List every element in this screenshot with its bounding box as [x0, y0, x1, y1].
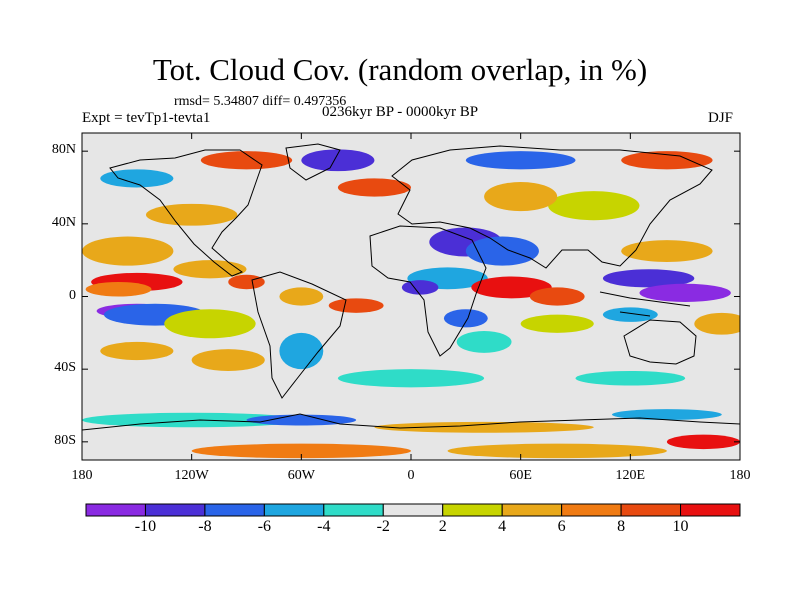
anomaly-region: [279, 287, 324, 306]
anomaly-region: [173, 260, 247, 279]
anomaly-region: [602, 307, 658, 322]
coastline-indonesia: [599, 291, 691, 317]
coastline-australia: [623, 319, 697, 365]
anomaly-region: [279, 332, 324, 370]
anomaly-region: [328, 298, 384, 313]
lon-tick-label: 120E: [615, 468, 646, 483]
anomaly-region: [337, 178, 412, 197]
colorbar-swatch: [263, 503, 325, 517]
colorbar-swatch: [144, 503, 206, 517]
anomaly-region: [471, 276, 552, 299]
season-label: DJF: [708, 110, 734, 126]
anomaly-region: [529, 287, 585, 306]
anomaly-region: [456, 331, 512, 353]
colorbar-label: 10: [672, 518, 689, 535]
coastline-antarctica: [82, 413, 740, 431]
coastline-south-america: [251, 271, 347, 399]
colorbar-label: 6: [557, 518, 566, 535]
colorbar: [85, 503, 741, 517]
coastline-eurasia: [391, 145, 713, 269]
anomaly-region: [621, 240, 713, 262]
anomaly-region: [447, 443, 667, 459]
anomaly-region: [246, 414, 357, 426]
anomaly-region: [82, 236, 174, 266]
anomaly-region: [443, 309, 488, 328]
anomaly-region: [82, 412, 302, 428]
anomaly-region: [228, 274, 265, 290]
anomaly-region: [337, 369, 485, 388]
colorbar-swatch: [561, 503, 622, 517]
colorbar-swatch: [442, 503, 503, 517]
lon-tick-label: 180: [71, 468, 93, 483]
colorbar-label: 2: [438, 518, 447, 535]
colorbar-swatch: [382, 503, 444, 517]
anomaly-region: [465, 236, 539, 266]
anomaly-region: [621, 151, 713, 170]
lat-tick-label: 40S: [54, 360, 76, 376]
anomaly-region: [602, 269, 695, 288]
anomaly-region: [85, 281, 152, 297]
anomaly-region: [548, 191, 640, 221]
colorbar-swatch: [501, 503, 563, 517]
anomaly-region: [191, 443, 411, 459]
anomaly-region: [301, 149, 375, 172]
anomaly-region: [694, 312, 740, 335]
stats-label: rmsd= 5.34807 diff= 0.497356: [174, 94, 347, 109]
anomaly-region: [612, 409, 722, 421]
period-label: 0236kyr BP - 0000kyr BP: [322, 104, 479, 120]
anomaly-region: [374, 421, 594, 433]
experiment-label: Expt = tevTp1-tevta1: [82, 110, 211, 126]
anomaly-field: [82, 149, 740, 459]
colorbar-label: -8: [198, 518, 212, 535]
lat-tick-label: 40N: [51, 214, 76, 230]
lat-tick-label: 80S: [54, 432, 76, 448]
colorbar-swatch: [323, 503, 384, 517]
colorbar-label: -6: [257, 518, 272, 535]
lon-tick-label: 180: [729, 468, 751, 483]
axis-ticks: [81, 133, 741, 460]
anomaly-region: [100, 169, 174, 188]
anomaly-region: [520, 314, 594, 333]
colorbar-label: -4: [317, 518, 331, 535]
colorbar-swatch: [204, 503, 265, 517]
colorbar-swatch: [620, 503, 682, 517]
anomaly-region: [200, 151, 293, 170]
colorbar-label: 8: [617, 518, 626, 535]
lon-tick-label: 60W: [287, 468, 315, 483]
lon-tick-label: 0: [407, 468, 415, 483]
colorbar-label: -2: [376, 518, 390, 535]
lat-tick-label: 0: [69, 287, 76, 303]
coastline-north-america: [109, 149, 263, 277]
coastline-greenland: [285, 143, 341, 181]
anomaly-region: [145, 203, 238, 226]
anomaly-region: [100, 341, 174, 361]
colorbar-swatch: [680, 503, 741, 517]
lat-tick-label: 80N: [51, 142, 76, 158]
anomaly-region: [639, 283, 731, 302]
colorbar-swatch: [85, 503, 146, 517]
anomaly-region: [164, 309, 256, 339]
anomaly-region: [666, 434, 740, 450]
anomaly-region: [401, 280, 439, 295]
lon-tick-label: 120W: [174, 468, 209, 483]
anomaly-region: [191, 349, 265, 371]
colorbar-label: 4: [498, 518, 507, 535]
colorbar-label: -10: [134, 518, 157, 535]
map-title: Tot. Cloud Cov. (random overlap, in %): [152, 52, 648, 87]
coastline-africa: [369, 225, 487, 357]
lon-tick-label: 60E: [509, 468, 532, 483]
anomaly-region: [465, 151, 576, 170]
anomaly-region: [484, 182, 558, 212]
coastlines: [82, 143, 740, 431]
anomaly-region: [575, 370, 686, 386]
